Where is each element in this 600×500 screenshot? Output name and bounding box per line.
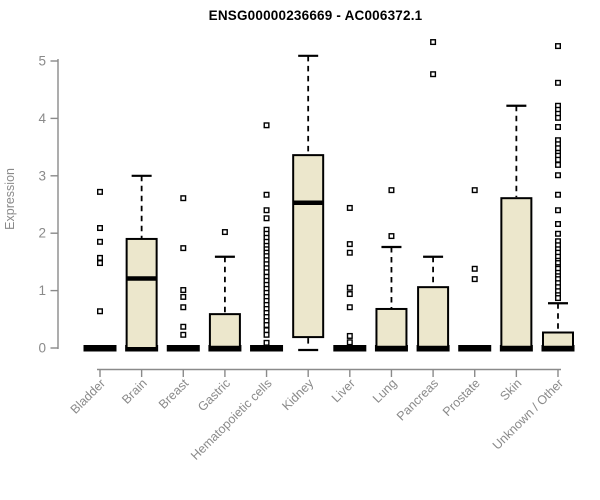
x-tick-label: Hematopoietic cells (188, 376, 275, 463)
box-kidney (292, 154, 325, 339)
outlier-point (180, 245, 187, 252)
outlier-point (263, 331, 270, 338)
outlier-point (263, 215, 270, 222)
outlier-point (430, 71, 437, 78)
outlier-point (554, 114, 561, 121)
outlier-point (554, 124, 561, 131)
outlier-point (471, 187, 478, 194)
outlier-point (96, 238, 103, 245)
outlier-point (554, 161, 561, 168)
outlier-point (96, 188, 103, 195)
y-tick-label: 3 (38, 168, 46, 183)
outlier-point (471, 265, 478, 272)
box-unknown-other (541, 331, 574, 350)
outlier-point (346, 241, 353, 248)
outlier-point (554, 295, 561, 302)
x-tick-label: Prostate (440, 376, 483, 419)
x-tick-label: Gastric (195, 376, 233, 414)
zero-bar-bladder (83, 345, 117, 352)
outlier-point (180, 304, 187, 311)
outlier-point (554, 207, 561, 214)
box-lung (375, 307, 408, 349)
outlier-point (346, 284, 353, 291)
x-tick-label: Kidney (279, 376, 316, 413)
outlier-point (554, 230, 561, 237)
x-tick-label: Pancreas (394, 376, 441, 423)
outlier-point (554, 156, 561, 163)
outlier-point (430, 39, 437, 46)
y-tick-label: 1 (38, 283, 46, 298)
x-tick-label: Unknown / Other (490, 376, 566, 452)
outlier-point (180, 287, 187, 294)
outlier-point (263, 122, 270, 129)
outlier-point (346, 332, 353, 339)
outlier-point (388, 233, 395, 240)
box-brain (125, 237, 158, 349)
outlier-point (554, 172, 561, 179)
y-tick-label: 4 (38, 111, 46, 126)
outlier-point (221, 229, 228, 236)
outlier-point (346, 204, 353, 211)
outlier-point (180, 293, 187, 300)
outlier-point (263, 322, 270, 329)
outlier-point (180, 323, 187, 330)
zero-bar-liver (333, 345, 367, 352)
outlier-point (471, 276, 478, 283)
outlier-point (96, 308, 103, 315)
x-tick-label: Bladder (68, 376, 108, 416)
box-skin (500, 197, 533, 349)
outlier-point (554, 191, 561, 198)
outlier-point (388, 187, 395, 194)
outlier-point (96, 254, 103, 261)
outlier-point (346, 249, 353, 256)
zero-bar-breast (166, 345, 200, 352)
outlier-point (346, 304, 353, 311)
outlier-point (346, 339, 353, 346)
zero-bar-prostate (458, 345, 492, 352)
outlier-point (96, 260, 103, 267)
y-tick-label: 5 (38, 54, 46, 69)
zero-bar-hematopoietic-cells (250, 345, 284, 352)
x-tick-label: Liver (329, 376, 358, 405)
outlier-point (554, 43, 561, 50)
x-tick-label: Lung (370, 376, 400, 406)
box-gastric (208, 313, 241, 350)
outlier-point (96, 225, 103, 232)
y-tick-label: 2 (38, 226, 46, 241)
y-tick-label: 0 (38, 341, 46, 356)
outlier-point (180, 195, 187, 202)
chart-title: ENSG00000236669 - AC006372.1 (208, 8, 423, 23)
outlier-point (554, 221, 561, 228)
x-tick-label: Breast (156, 376, 192, 412)
outlier-point (263, 191, 270, 198)
x-tick-label: Brain (119, 376, 150, 407)
outlier-point (180, 331, 187, 338)
outlier-point (263, 207, 270, 214)
outlier-point (554, 79, 561, 86)
outlier-point (263, 339, 270, 346)
x-tick-label: Skin (497, 376, 524, 403)
outlier-point (346, 291, 353, 298)
box-pancreas (417, 286, 450, 350)
